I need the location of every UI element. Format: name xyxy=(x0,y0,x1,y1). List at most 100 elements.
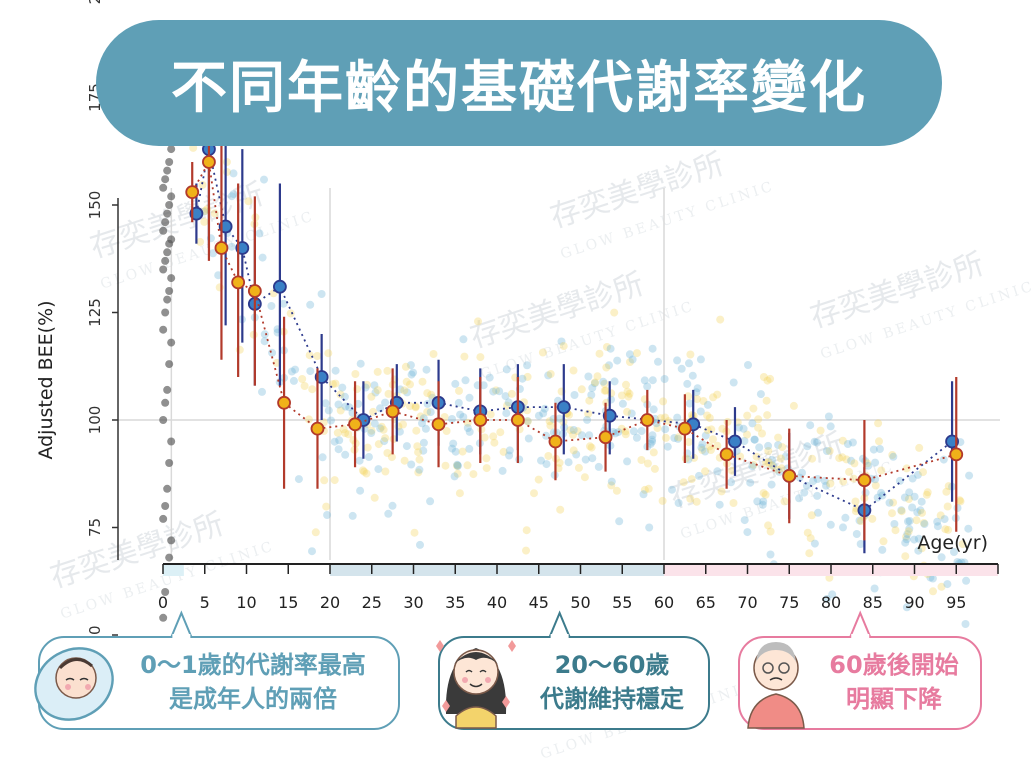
data-point xyxy=(648,437,657,446)
data-point xyxy=(351,370,360,378)
data-point xyxy=(566,426,575,435)
data-point xyxy=(637,456,646,464)
data-point xyxy=(411,402,420,411)
data-point xyxy=(522,546,530,555)
data-point xyxy=(469,470,478,479)
data-point xyxy=(888,509,896,518)
data-point xyxy=(810,539,819,548)
data-point xyxy=(586,442,594,451)
data-point xyxy=(376,404,385,413)
data-point xyxy=(323,511,332,519)
callout-senior-line2: 明顯下降 xyxy=(846,685,942,713)
data-point xyxy=(423,399,432,408)
data-point xyxy=(384,389,393,398)
data-point xyxy=(460,352,469,361)
data-point xyxy=(633,349,641,358)
data-point xyxy=(798,468,806,477)
data-point xyxy=(622,380,630,389)
data-point xyxy=(379,425,388,434)
x-tick-label: 50 xyxy=(570,593,590,612)
data-point xyxy=(336,406,345,415)
data-point xyxy=(607,481,616,490)
data-point xyxy=(920,520,929,528)
data-point xyxy=(902,603,911,612)
data-point xyxy=(735,423,743,432)
x-tick-label: 60 xyxy=(654,593,674,612)
infant-point xyxy=(167,145,176,154)
data-point xyxy=(607,477,616,486)
data-point xyxy=(916,506,925,515)
data-point xyxy=(715,500,724,509)
series-point xyxy=(473,413,488,427)
data-point xyxy=(789,401,798,410)
data-point xyxy=(822,595,831,603)
data-point xyxy=(851,497,860,506)
data-point xyxy=(905,517,914,525)
data-point xyxy=(673,413,682,422)
data-point xyxy=(684,392,693,401)
data-point xyxy=(383,449,392,457)
data-point xyxy=(419,438,428,447)
data-point xyxy=(321,399,330,408)
data-point xyxy=(902,464,911,473)
data-point xyxy=(670,434,679,442)
data-point xyxy=(499,447,508,456)
data-point xyxy=(555,458,564,467)
x-tick-label: 15 xyxy=(278,593,298,612)
data-point xyxy=(839,477,848,486)
data-point xyxy=(416,540,424,549)
infant-point xyxy=(161,175,170,184)
infant-point xyxy=(167,274,176,283)
data-point xyxy=(917,544,926,553)
data-point xyxy=(661,433,670,442)
data-point xyxy=(495,387,504,396)
data-point xyxy=(407,370,416,379)
data-point xyxy=(888,451,897,459)
y-tick-label: 100 xyxy=(86,406,104,435)
data-point xyxy=(736,452,745,461)
data-point xyxy=(572,450,581,459)
data-point xyxy=(684,455,693,464)
data-point xyxy=(336,390,345,399)
data-point xyxy=(761,490,770,499)
data-point xyxy=(699,397,708,405)
data-point xyxy=(482,464,491,473)
data-point xyxy=(588,383,597,392)
data-point xyxy=(897,506,906,515)
data-point xyxy=(581,455,590,464)
data-point xyxy=(400,386,409,395)
data-point xyxy=(703,426,712,435)
y-tick-label: 75 xyxy=(86,518,104,537)
data-point xyxy=(200,217,209,226)
data-point xyxy=(465,393,474,402)
data-point xyxy=(415,455,424,464)
series-point xyxy=(719,447,734,462)
data-point xyxy=(828,590,837,599)
data-point xyxy=(625,350,634,359)
data-point xyxy=(557,337,566,346)
data-point xyxy=(908,474,917,483)
data-point xyxy=(334,445,343,454)
infant-point xyxy=(163,248,172,257)
data-point xyxy=(706,446,715,454)
data-point xyxy=(940,515,949,524)
y-tick-label: 150 xyxy=(86,191,104,220)
series-point xyxy=(277,395,291,410)
data-point xyxy=(396,385,405,394)
chart-series xyxy=(185,33,964,554)
data-point xyxy=(358,466,367,475)
data-point xyxy=(759,373,768,381)
data-point xyxy=(885,498,894,507)
x-axis-label: Age(yr) xyxy=(917,532,988,554)
data-point xyxy=(637,427,646,435)
data-point xyxy=(370,381,379,390)
series-point xyxy=(272,279,287,294)
callout-adult-line2: 代謝維持穩定 xyxy=(540,685,684,713)
data-point xyxy=(448,444,457,453)
data-point xyxy=(453,462,462,470)
x-tick-label: 0 xyxy=(158,593,168,612)
data-point xyxy=(249,330,258,339)
data-point xyxy=(555,414,564,423)
data-point xyxy=(602,363,611,372)
data-point xyxy=(763,411,772,420)
